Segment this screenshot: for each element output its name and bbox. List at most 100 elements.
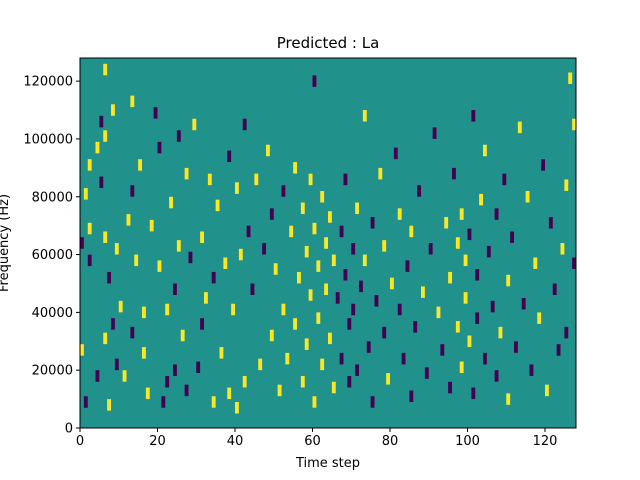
- heatmap-cell: [359, 280, 363, 293]
- heatmap-cell: [397, 208, 402, 220]
- heatmap-cell: [134, 254, 139, 267]
- heatmap-cell: [277, 384, 282, 397]
- heatmap-cell: [273, 263, 278, 275]
- heatmap-cell: [293, 318, 298, 330]
- chart-title: Predicted : La: [277, 34, 380, 52]
- heatmap-cell: [242, 118, 247, 131]
- heatmap-cell: [87, 159, 92, 171]
- heatmap-cell: [223, 257, 228, 269]
- heatmap-cell: [266, 144, 270, 157]
- heatmap-cell: [114, 358, 119, 371]
- heatmap-cell: [467, 335, 472, 348]
- heatmap-cell: [475, 269, 480, 281]
- y-tick-label: 100000: [23, 132, 73, 147]
- y-tick-label: 60000: [32, 248, 73, 263]
- heatmap-cell: [196, 361, 201, 374]
- heatmap-cell: [83, 188, 88, 200]
- heatmap-cell: [157, 260, 162, 272]
- heatmap-cell: [393, 147, 398, 160]
- heatmap-cell: [99, 176, 104, 189]
- heatmap-cell: [111, 318, 115, 330]
- heatmap-cell: [219, 347, 224, 359]
- heatmap-cell: [409, 225, 414, 238]
- heatmap-cell: [424, 367, 429, 379]
- heatmap-cell: [316, 312, 321, 324]
- heatmap-cell: [401, 352, 406, 365]
- heatmap-cell: [556, 344, 561, 356]
- heatmap-cell: [366, 341, 371, 353]
- heatmap-cell: [184, 384, 189, 397]
- heatmap-cell: [176, 130, 181, 142]
- heatmap-cell: [107, 271, 112, 284]
- x-axis-label: Time step: [295, 456, 360, 471]
- heatmap-cell: [390, 277, 394, 290]
- heatmap-cell: [300, 202, 305, 215]
- heatmap-cell: [521, 297, 526, 310]
- heatmap-cell: [506, 274, 511, 287]
- heatmap-cell: [165, 303, 170, 316]
- y-tick-label: 20000: [32, 364, 73, 379]
- heatmap-cell: [207, 173, 212, 186]
- heatmap-cell: [370, 396, 375, 408]
- heatmap-cell: [227, 387, 232, 400]
- plot-area: [79, 57, 577, 429]
- heatmap-cell: [548, 217, 553, 229]
- heatmap-cell: [169, 196, 174, 209]
- heatmap-cell: [339, 352, 344, 365]
- x-tick-label: 120: [533, 434, 558, 449]
- heatmap-cell: [417, 185, 422, 197]
- plot-frame: [79, 57, 577, 429]
- heatmap-cell: [525, 191, 530, 203]
- heatmap-cell: [176, 240, 181, 252]
- heatmap-cell: [440, 344, 445, 356]
- heatmap-cell: [304, 338, 309, 350]
- heatmap-cell: [471, 110, 476, 122]
- heatmap-cell: [448, 381, 453, 394]
- heatmap-cell: [339, 225, 344, 238]
- heatmap-cell: [308, 289, 313, 301]
- heatmap-cell: [103, 130, 108, 142]
- heatmap-cell: [184, 167, 189, 180]
- heatmap-cell: [114, 243, 119, 255]
- heatmap-cell: [560, 243, 565, 255]
- heatmap-cell: [545, 384, 549, 397]
- heatmap-cell: [83, 396, 88, 408]
- heatmap-cell: [351, 243, 356, 255]
- heatmap-cell: [138, 159, 143, 171]
- heatmap-cell: [103, 332, 108, 345]
- heatmap-cell: [335, 292, 340, 304]
- heatmap-cell: [552, 283, 557, 295]
- heatmap-cell: [95, 370, 100, 382]
- heatmap-cell: [355, 364, 360, 376]
- heatmap-cell: [312, 396, 317, 408]
- heatmap-cell: [122, 370, 127, 382]
- heatmap-cell: [421, 286, 425, 298]
- heatmap-cell: [173, 283, 177, 295]
- heatmap-cell: [409, 390, 414, 402]
- heatmap-cell: [463, 254, 468, 267]
- heatmap-cell: [541, 159, 546, 171]
- heatmap-cell: [362, 110, 367, 122]
- heatmap-cell: [204, 292, 208, 304]
- heatmap-cell: [142, 347, 146, 359]
- y-tick-label: 0: [65, 422, 73, 437]
- heatmap-cell: [246, 225, 251, 238]
- heatmap-cell: [80, 344, 84, 356]
- x-tick-label: 40: [227, 434, 244, 449]
- x-tick-label: 100: [455, 434, 480, 449]
- heatmap-cell: [285, 352, 290, 365]
- heatmap-cell: [238, 248, 243, 261]
- x-tick-label: 20: [149, 434, 166, 449]
- heatmap-cell: [467, 228, 472, 241]
- heatmap-cell: [304, 245, 309, 258]
- heatmap-cell: [444, 217, 449, 229]
- heatmap-cell: [475, 312, 480, 324]
- heatmap-cell: [324, 283, 329, 295]
- heatmap-cell: [378, 167, 383, 180]
- heatmap-cell: [386, 373, 391, 385]
- heatmap-cell: [490, 300, 495, 313]
- heatmap-cell: [498, 326, 503, 339]
- heatmap-cell: [494, 370, 499, 382]
- heatmap-cell: [510, 231, 515, 243]
